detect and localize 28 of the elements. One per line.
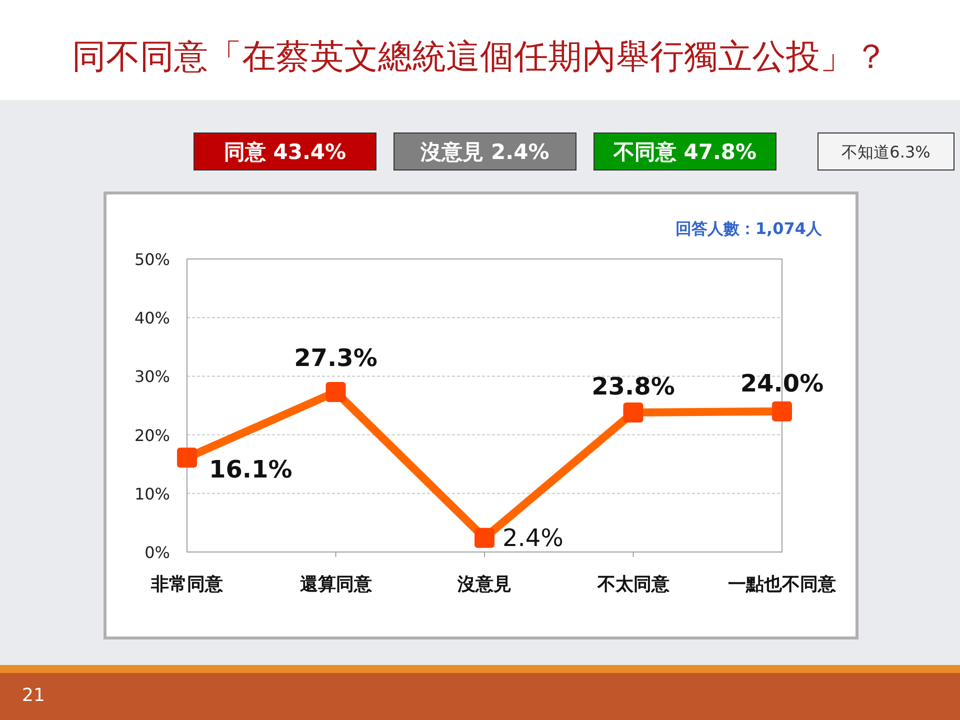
text: 沒意見 2.4% — [420, 140, 550, 164]
text: 回答人數：1,074人 — [675, 219, 823, 238]
data-label: 23.8% — [592, 372, 675, 401]
point — [772, 401, 792, 422]
chart-title: 同不同意「在蔡英文總統這個任期內舉行獨立公投」？ — [72, 37, 888, 77]
x-tick-label: 沒意見 — [456, 574, 512, 595]
text: 21 — [22, 685, 45, 706]
x-tick-label: 不太同意 — [596, 574, 670, 595]
point — [623, 402, 644, 423]
x-tick-label: 一點也不同意 — [728, 574, 837, 595]
y-tick-label: 30% — [134, 367, 170, 386]
x-tick-label: 非常同意 — [150, 574, 224, 595]
y-tick-label: 50% — [134, 250, 170, 269]
data-label: 16.1% — [209, 456, 292, 484]
point — [326, 382, 346, 402]
point — [177, 448, 197, 468]
point — [474, 528, 494, 548]
text: 同意 43.4% — [224, 140, 346, 164]
text: 不知道6.3% — [842, 142, 930, 162]
data-label: 27.3% — [294, 344, 378, 372]
y-tick-label: 0% — [144, 543, 170, 562]
data-label: 24.0% — [740, 369, 824, 398]
text: 不同意 47.8% — [612, 140, 757, 164]
data-label: 2.4% — [502, 524, 564, 552]
y-tick-label: 20% — [134, 426, 170, 445]
y-tick-label: 40% — [134, 308, 170, 328]
x-tick-label: 還算同意 — [300, 574, 373, 595]
y-tick-label: 10% — [134, 484, 170, 504]
